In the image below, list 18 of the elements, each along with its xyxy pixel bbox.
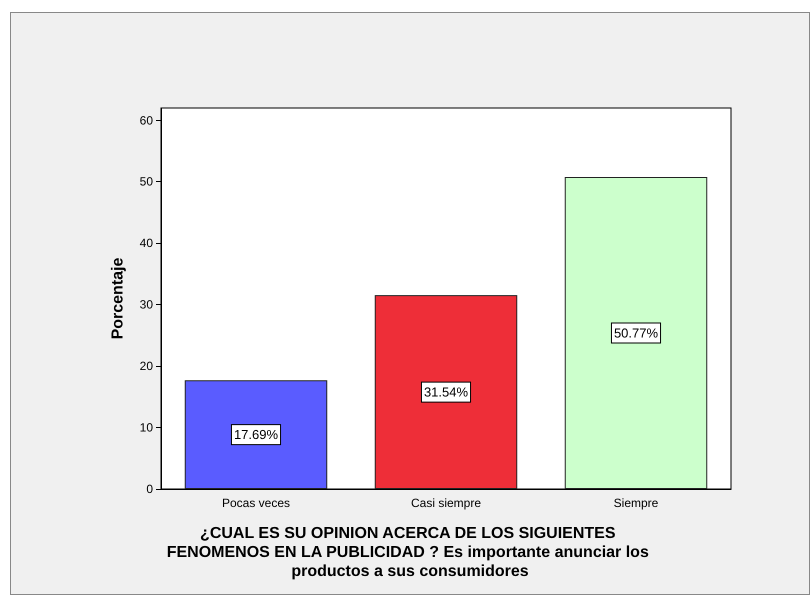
bar (184, 380, 328, 489)
x-axis-title: ¿CUAL ES SU OPINION ACERCA DE LOS SIGUIENTES FENOMENOS EN LA PUBLICIDAD ? Es importante anunciar los productos a sus consumidores (166, 525, 654, 580)
x-tick-label: Pocas veces (222, 496, 290, 510)
y-axis-title: Porcentaje (110, 257, 126, 340)
bar (564, 177, 708, 489)
data-label: 50.77% (614, 326, 658, 341)
y-tick-label: 60 (140, 113, 154, 128)
y-tick-label: 40 (140, 236, 154, 250)
data-label: 31.54% (424, 384, 468, 400)
y-tick-label: 50 (140, 174, 154, 189)
y-tick-label: 30 (140, 298, 154, 312)
y-tick-label: 10 (140, 420, 154, 435)
y-tick-label: 20 (140, 359, 154, 374)
x-tick-label: Casi siempre (410, 496, 482, 510)
data-label: 17.69% (234, 427, 278, 442)
bar (374, 295, 518, 489)
x-tick-label: Siempre (614, 496, 659, 510)
y-tick-label: 0 (146, 482, 154, 496)
